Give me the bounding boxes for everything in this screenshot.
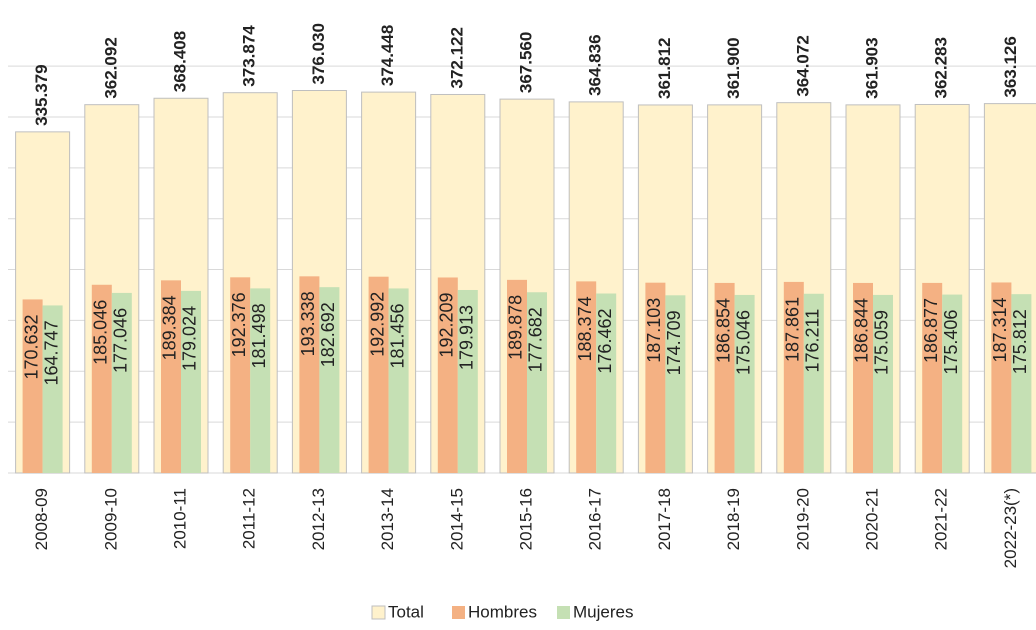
- bar: [853, 282, 873, 473]
- x-tick-label: 2014-15: [447, 488, 466, 550]
- bar: [873, 294, 893, 473]
- bar: [22, 299, 43, 473]
- value-label: 363.126: [1001, 36, 1020, 97]
- value-label: 186.844: [852, 298, 872, 363]
- x-tick-label: 2008-09: [32, 488, 51, 550]
- value-label: 164.747: [41, 320, 61, 385]
- bar: [507, 279, 527, 473]
- x-tick-label: 2018-19: [724, 488, 743, 550]
- value-label: 362.092: [101, 37, 120, 98]
- value-label: 361.812: [655, 38, 674, 99]
- value-label: 187.861: [783, 297, 803, 362]
- bar: [42, 305, 63, 473]
- bar: [457, 289, 478, 473]
- value-label: 177.682: [526, 307, 546, 372]
- x-tick-label: 2022-23(*): [1001, 488, 1020, 568]
- value-label: 181.498: [249, 303, 269, 368]
- value-label: 361.900: [724, 37, 743, 98]
- value-label: 364.072: [793, 35, 812, 96]
- value-label: 179.913: [457, 305, 477, 370]
- value-label: 189.878: [506, 295, 526, 360]
- legend-swatch: [452, 606, 465, 619]
- bar: [922, 282, 943, 473]
- value-label: 192.992: [367, 292, 387, 357]
- value-label: 192.209: [437, 292, 457, 357]
- value-label: 170.632: [21, 314, 41, 379]
- bar: [1011, 294, 1032, 473]
- value-label: 175.046: [733, 310, 753, 375]
- x-tick-label: 2012-13: [309, 488, 328, 550]
- value-label: 187.314: [990, 297, 1010, 362]
- bar: [368, 276, 389, 473]
- value-label: 189.384: [160, 295, 180, 360]
- value-label: 361.903: [862, 37, 881, 98]
- value-label: 177.046: [111, 308, 131, 373]
- bar: [230, 277, 251, 473]
- value-label: 374.448: [378, 25, 397, 86]
- value-label: 335.379: [32, 64, 51, 125]
- bar: [596, 293, 617, 473]
- legend-label: Total: [388, 602, 424, 621]
- bar: [250, 288, 271, 473]
- value-label: 181.456: [387, 303, 407, 368]
- bar: [942, 294, 963, 473]
- value-label: 176.462: [595, 309, 615, 374]
- x-tick-label: 2021-22: [932, 488, 951, 550]
- value-label: 182.692: [318, 302, 338, 367]
- legend-label: Hombres: [468, 602, 537, 621]
- x-tick-label: 2020-21: [862, 488, 881, 550]
- x-tick-label: 2010-11: [170, 488, 189, 549]
- legend-swatch: [371, 605, 386, 620]
- value-label: 373.874: [240, 25, 259, 87]
- bar: [783, 281, 804, 473]
- bar: [437, 277, 458, 473]
- bar: [319, 287, 340, 473]
- legend-swatch: [557, 606, 570, 619]
- value-label: 364.836: [586, 34, 605, 95]
- value-label: 175.406: [941, 310, 961, 375]
- value-label: 192.376: [229, 292, 249, 357]
- value-label: 372.122: [447, 27, 466, 88]
- legend-label: Mujeres: [573, 602, 633, 621]
- value-label: 187.103: [644, 298, 664, 363]
- value-label: 367.560: [516, 32, 535, 93]
- x-tick-label: 2019-20: [793, 488, 812, 550]
- x-tick-label: 2016-17: [586, 488, 605, 550]
- bar: [803, 293, 824, 473]
- value-label: 362.283: [932, 37, 951, 98]
- value-label: 368.408: [170, 31, 189, 92]
- x-tick-label: 2013-14: [378, 488, 397, 550]
- bar: [388, 288, 409, 473]
- bar: [527, 292, 547, 473]
- x-tick-label: 2017-18: [655, 488, 674, 550]
- bar: [991, 282, 1012, 473]
- bar: [91, 284, 112, 473]
- x-tick-label: 2015-16: [516, 488, 535, 550]
- bar: [111, 292, 132, 473]
- value-label: 376.030: [309, 23, 328, 84]
- value-label: 176.211: [803, 309, 823, 373]
- bar: [299, 276, 320, 473]
- bar: [576, 281, 597, 473]
- x-tick-label: 2009-10: [101, 488, 120, 550]
- value-label: 174.709: [664, 310, 684, 375]
- bar: [161, 280, 181, 473]
- value-label: 175.059: [872, 310, 892, 375]
- value-label: 179.024: [180, 306, 200, 371]
- bar: [665, 295, 686, 473]
- bar: [645, 282, 666, 473]
- value-label: 186.854: [713, 298, 733, 363]
- value-label: 175.812: [1010, 309, 1030, 374]
- bar: [734, 294, 755, 473]
- value-label: 193.338: [298, 291, 318, 356]
- bar: [181, 290, 201, 473]
- value-label: 185.046: [91, 300, 111, 365]
- value-label: 186.877: [921, 298, 941, 363]
- x-tick-label: 2011-12: [240, 488, 259, 549]
- value-label: 188.374: [575, 296, 595, 361]
- bar: [714, 282, 735, 473]
